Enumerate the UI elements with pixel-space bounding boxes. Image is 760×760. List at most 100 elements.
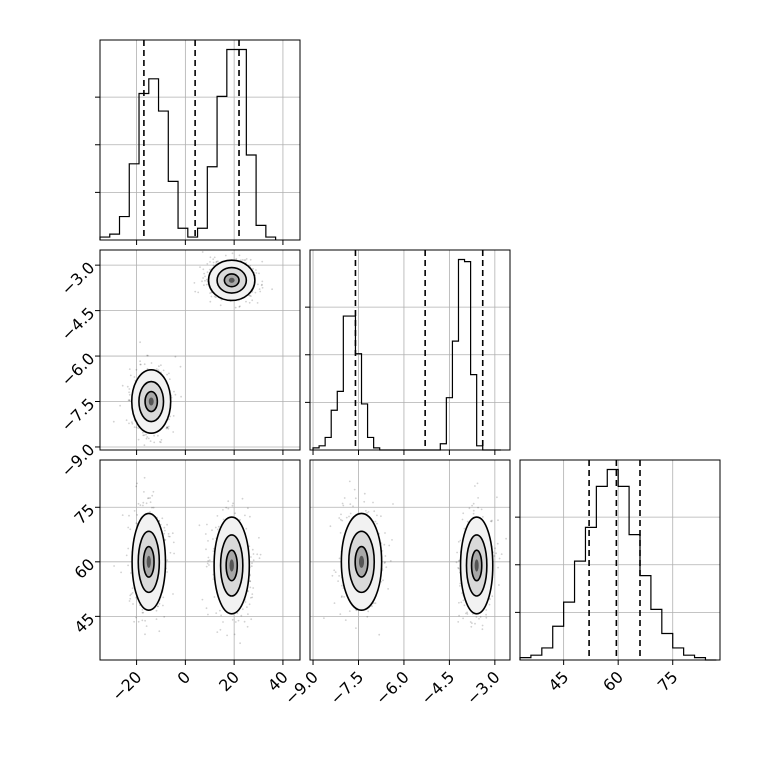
panel-0-scatter-point [127,399,130,401]
panel-1-scatter-point [129,597,132,600]
panel-0-scatter-point [131,422,134,425]
panel-1-scatter-point [249,580,252,582]
x-tick-label-param-1: −3.0 [463,667,504,708]
panel-0-grid [100,250,300,450]
panel-0-scatter-point [249,258,252,261]
x-tick-label-param-1: −6.0 [372,667,413,708]
panel-1-scatter-point [173,552,176,555]
panel-1-scatter-point [155,618,158,620]
panel-2-mode-1-contour-2 [459,516,494,615]
panel-1-mode-1-contour-2 [213,516,251,615]
panel-2-scatter-point [475,616,478,618]
panel-1-scatter-point [133,620,136,623]
panel-1-scatter-point [207,540,209,542]
panel-2-scatter-point [372,602,375,605]
panel-2-scatter-point [498,557,501,560]
panel-1-scatter-point [251,596,254,599]
panel-1-scatter-point [143,476,146,479]
y-tick-label-param-2: 60 [71,555,99,583]
hist-1-grid [310,250,510,450]
panel-2-mode-0-contour-0 [354,545,369,578]
panel-0-scatter-point [145,437,148,440]
panel-1-scatter-point [158,602,161,605]
panel-0-mode-0-contour-0 [144,390,159,413]
panel-0-scatter-point [168,378,171,381]
panel-2-scatter-point [391,539,393,541]
panel-1-scatter-point [141,611,144,614]
panel-0-scatter-point [157,434,159,437]
panel-0-scatter-point [201,251,204,253]
panel-0-scatter-point [239,305,241,308]
panel-1-scatter-point [241,497,244,500]
panel-0-scatter-point [166,426,169,429]
panel-1-scatter-point [248,545,251,548]
panel-2-scatter-point [337,580,339,582]
panel-1-scatter-point [227,500,230,503]
panel-1-scatter-point [220,614,223,617]
panel-2-scatter-point [341,595,343,597]
panel-0-scatter-point [166,426,168,428]
panel-1-scatter-point [166,571,169,573]
panel-1-scatter-point [206,562,209,565]
panel-1-scatter-point [217,525,220,528]
panel-2-scatter-point [349,512,352,515]
panel-1-scatter-point [258,536,260,539]
panel-0-scatter-point [146,458,148,460]
y-tick-label-param-1: −9.0 [57,440,98,481]
hist-2-grid [520,460,720,660]
panel-0-scatter-point [160,441,162,444]
panel-1-mode-1-contour-1 [219,534,244,597]
panel-1-scatter-point [169,551,172,554]
panel-2-scatter-point [471,504,473,507]
panel-1-scatter-point [139,504,142,507]
panel-2-scatter-point [366,511,368,514]
panel-1-scatter-point [172,593,174,595]
panel-0-scatter-point [133,426,136,428]
panel-0-scatter-point [140,363,142,366]
panel-1-scatter-point [147,497,150,499]
panel-1-scatter-point [155,609,158,612]
panel-1-scatter-point [128,514,130,517]
panel-0-scatter-point [193,282,196,284]
panel-1-scatter-point [149,501,152,504]
panel-1-scatter-point [168,535,171,538]
panel-1-scatter-point [201,598,204,601]
panel-2-scatter-point [459,585,461,587]
panel-2-scatter-point [459,539,462,542]
panel-1-scatter-point [171,532,174,535]
panel-2-scatter-point [485,613,487,616]
panel-1-scatter-point [222,518,225,521]
panel-1-scatter-point [131,592,134,594]
panel-0-scatter-point [131,421,133,423]
panel-0-scatter-point [250,295,252,297]
panel-0-scatter-point [166,426,169,429]
panel-2-scatter-point [339,613,342,615]
panel-1-scatter-point [252,553,255,555]
panel-2-scatter-point [384,561,386,564]
panel-0-scatter-point [213,295,216,298]
panel-0-scatter-point [135,368,138,371]
panel-1-scatter-point [147,497,149,500]
panel-0-scatter-point [172,415,175,417]
panel-1-scatter-point [252,587,255,589]
panel-2-scatter-point [488,603,491,606]
panel-2-scatter-point [344,619,347,621]
panel-1-scatter-point [166,559,169,562]
panel-1-scatter-point [141,608,144,611]
panel-2-scatter-point [363,492,366,495]
x-tick-label-param-0: 0 [174,667,195,688]
panel-1-scatter-point [216,528,219,531]
panel-2-scatter-point [457,621,460,623]
panel-0-scatter-point [240,259,242,261]
panel-0-content [112,251,273,460]
panel-2-scatter-point [341,519,344,522]
panel-0-scatter-point [217,260,219,263]
panel-0-mode-1-contour-2 [207,259,256,302]
y-tick-label-param-2: 75 [71,500,99,528]
panel-0-scatter-point [160,439,163,441]
panel-1-scatter-point [212,547,215,550]
panel-0-scatter-point [208,268,211,271]
panel-1-scatter-point [135,596,138,599]
panel-1-scatter-point [247,507,249,510]
